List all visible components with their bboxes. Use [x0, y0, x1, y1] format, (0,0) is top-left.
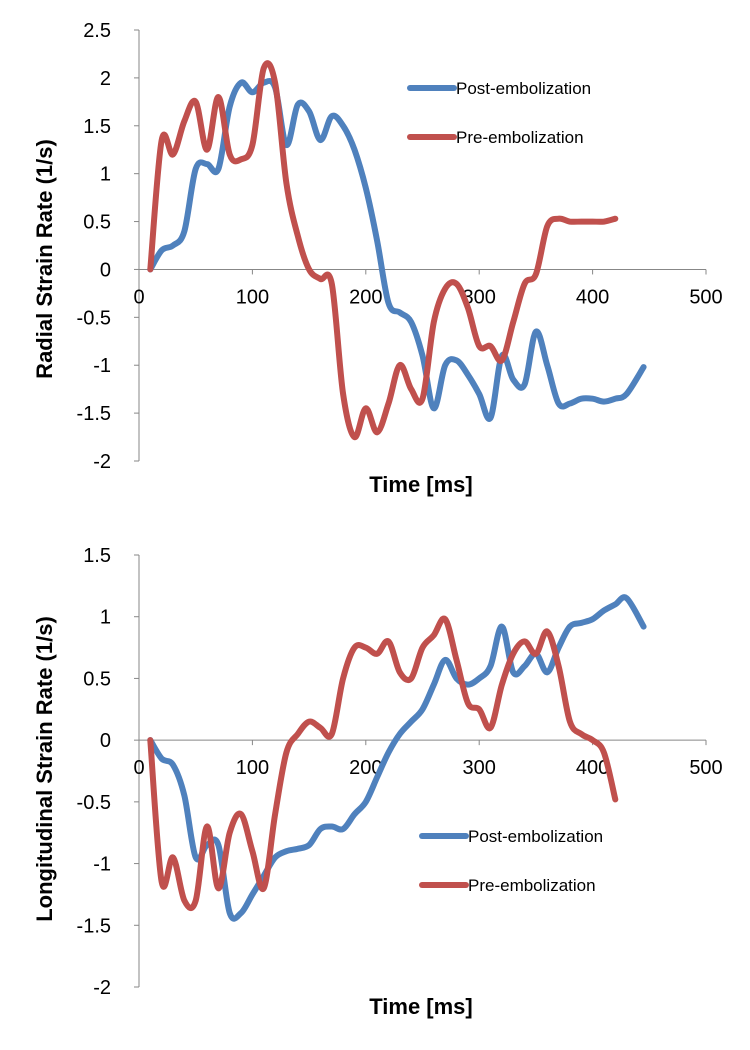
radial-series-line-post-embolization	[147, 77, 647, 423]
radial-x-tick-label: 400	[576, 286, 609, 308]
longitudinal-y-tick-label: 1.5	[83, 545, 111, 567]
radial-y-tick-label: 0.5	[83, 212, 111, 234]
longitudinal-legend: Post-embolization Pre-embolization	[419, 827, 603, 895]
radial-y-tick-label: -2	[93, 451, 111, 473]
longitudinal-y-tick-label: 0	[100, 730, 111, 752]
longitudinal-y-tick-label: 1	[100, 607, 111, 629]
longitudinal-series-layer	[147, 594, 647, 922]
longitudinal-y-tick-label: -0.5	[77, 792, 111, 814]
longitudinal-x-tick-label: 300	[463, 757, 496, 779]
radial-x-tick-label: 500	[689, 286, 722, 308]
longitudinal-series-line-pre-embolization	[147, 615, 619, 911]
radial-x-tick-label: 0	[133, 286, 144, 308]
radial-y-axis: 2.5 2 1.5 1 0.5 0 -0.5 -1 -1.5 -2	[77, 20, 140, 473]
longitudinal-x-tick-label: 500	[689, 757, 722, 779]
longitudinal-x-tick-label: 400	[576, 757, 609, 779]
longitudinal-x-axis: 0 100 200 300 400 500	[133, 739, 723, 779]
radial-series-layer	[147, 60, 647, 441]
radial-x-tick-label: 300	[463, 286, 496, 308]
longitudinal-y-tick-label: 0.5	[83, 668, 111, 690]
radial-y-tick-label: 2.5	[83, 20, 111, 42]
radial-y-tick-label: 1.5	[83, 116, 111, 138]
radial-strain-chart: 2.5 2 1.5 1 0.5 0 -0.5 -1 -1.5 -2 0 100 200 300 400 50…	[32, 20, 723, 497]
radial-y-tick-label: -1.5	[77, 403, 111, 425]
radial-x-axis-title: Time [ms]	[369, 472, 473, 497]
radial-series-line-pre-embolization	[147, 60, 619, 441]
radial-y-tick-label: 0	[100, 259, 111, 281]
longitudinal-y-tick-label: -1.5	[77, 915, 111, 937]
longitudinal-x-tick-label: 200	[349, 757, 382, 779]
radial-y-tick-label: -0.5	[77, 307, 111, 329]
radial-legend-label-post-embolization: Post-embolization	[456, 79, 591, 98]
radial-y-tick-label: 1	[100, 164, 111, 186]
longitudinal-y-axis: 1.5 1 0.5 0 -0.5 -1 -1.5 -2	[77, 545, 140, 999]
longitudinal-y-tick-label: -1	[93, 854, 111, 876]
longitudinal-y-axis-title: Longitudinal Strain Rate (1/s)	[32, 616, 57, 922]
longitudinal-legend-label-pre-embolization: Pre-embolization	[468, 876, 596, 895]
longitudinal-x-axis-title: Time [ms]	[369, 994, 473, 1019]
radial-x-tick-label: 200	[349, 286, 382, 308]
longitudinal-strain-chart: 1.5 1 0.5 0 -0.5 -1 -1.5 -2 0 100 200 300 400 500 Po…	[32, 545, 723, 1019]
radial-y-tick-label: 2	[100, 68, 111, 90]
longitudinal-legend-label-post-embolization: Post-embolization	[468, 827, 603, 846]
longitudinal-x-tick-label: 0	[133, 757, 144, 779]
radial-x-axis: 0 100 200 300 400 500	[133, 268, 723, 308]
radial-y-tick-label: -1	[93, 355, 111, 377]
radial-y-axis-title: Radial Strain Rate (1/s)	[32, 139, 57, 379]
radial-legend: Post-embolization Pre-embolization	[407, 79, 591, 147]
radial-legend-label-pre-embolization: Pre-embolization	[456, 128, 584, 147]
longitudinal-y-tick-label: -2	[93, 977, 111, 999]
radial-x-tick-label: 100	[236, 286, 269, 308]
longitudinal-x-tick-label: 100	[236, 757, 269, 779]
